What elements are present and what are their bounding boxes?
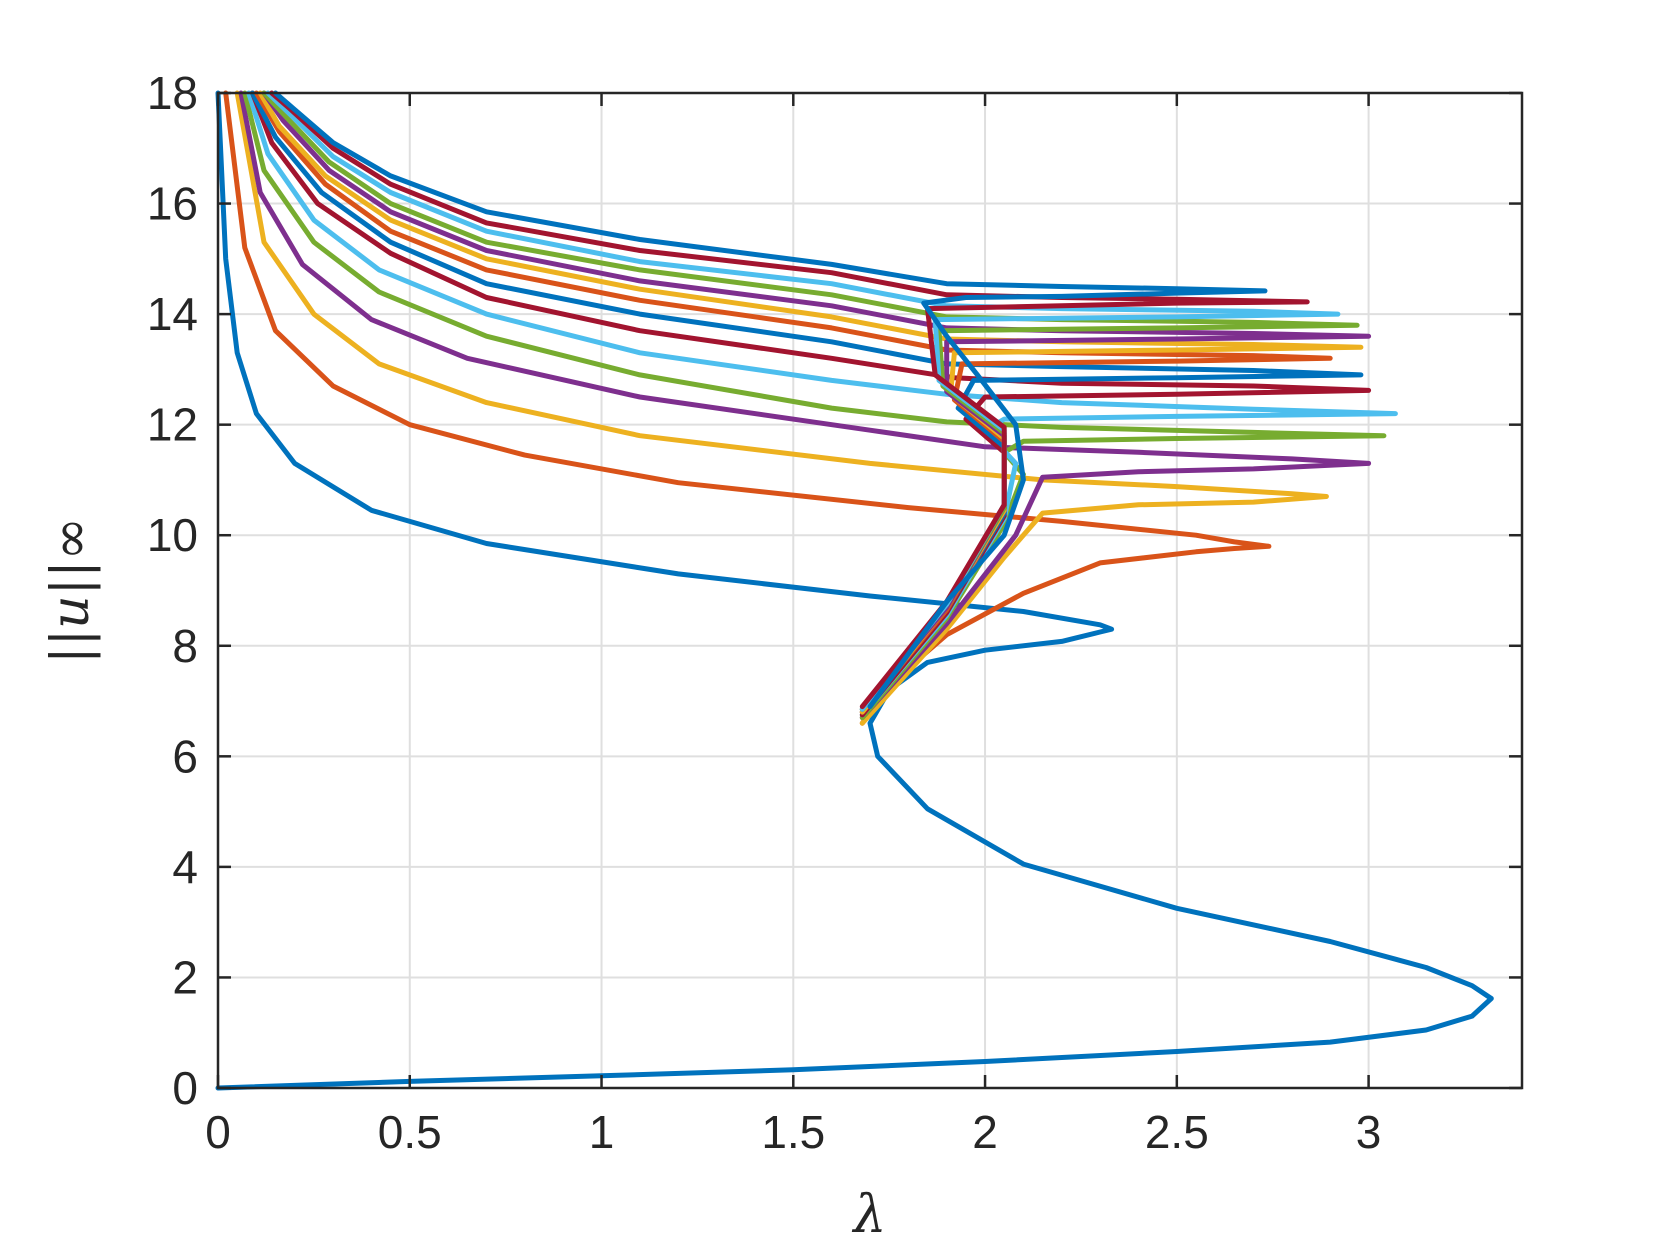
- series-line-2: [223, 90, 1272, 726]
- x-tick-label: 0.5: [378, 1106, 442, 1158]
- y-tick-label: 4: [172, 841, 198, 893]
- x-axis-label: λ: [852, 1185, 887, 1245]
- y-tick-label: 18: [147, 67, 198, 119]
- x-tick-label: 1.5: [761, 1106, 825, 1158]
- y-tick-label: 8: [172, 620, 198, 672]
- plot-frame: [216, 91, 1524, 1090]
- x-tick-label: 2: [972, 1106, 998, 1158]
- y-tick-label: 2: [172, 951, 198, 1003]
- y-tick-label: 6: [172, 730, 198, 782]
- series-line-4: [238, 90, 1372, 721]
- x-tick-label: 2.5: [1145, 1106, 1209, 1158]
- x-tick-label: 3: [1356, 1106, 1382, 1158]
- ticks: [216, 91, 1522, 1090]
- x-tick-label: 1: [589, 1106, 615, 1158]
- y-axis-label: ||u||∞: [41, 517, 101, 664]
- y-tick-label: 14: [147, 288, 198, 340]
- series-line-15: [273, 90, 1268, 710]
- series-line-1: [215, 90, 1494, 1091]
- series-line-3: [234, 90, 1329, 726]
- series-group: [215, 90, 1494, 1091]
- y-tick-label: 10: [147, 509, 198, 561]
- series-line-14: [269, 90, 1310, 710]
- y-tick-label: 0: [172, 1062, 198, 1114]
- y-tick-label: 16: [147, 178, 198, 230]
- x-tick-label: 0: [205, 1106, 231, 1158]
- series-line-6: [246, 90, 1398, 718]
- y-tick-label: 12: [147, 399, 198, 451]
- tick-labels: 0 0.5 1 1.5 2 2.5 3 0 2 4 6 8 10 12 14 16 18: [147, 67, 1382, 1158]
